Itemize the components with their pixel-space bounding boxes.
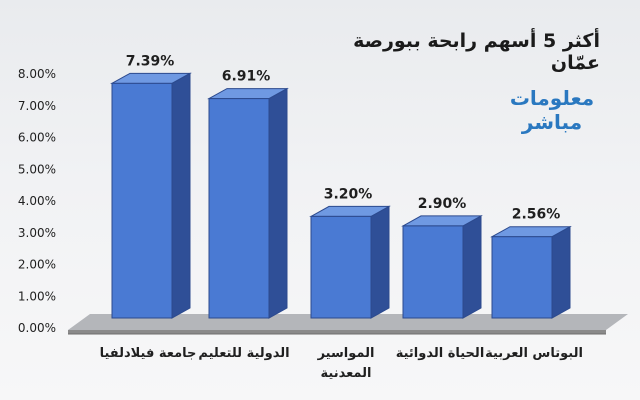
bar-side-face xyxy=(462,215,482,319)
x-axis: جامعة فيلادلفيا الدولية للتعليم المواسير ال… xyxy=(100,346,583,381)
bar-front-face xyxy=(111,82,173,319)
bar xyxy=(401,215,483,319)
bar-value-label: 2.90% xyxy=(418,196,467,212)
bar-front-face xyxy=(402,225,464,319)
category-label: الدولية للتعليم xyxy=(198,346,289,361)
bar xyxy=(490,225,572,319)
category-label: المواسير xyxy=(317,346,375,361)
bar-value-label: 6.91% xyxy=(222,69,271,85)
bar xyxy=(207,87,289,319)
category-label: جامعة فيلادلفيا xyxy=(100,346,197,361)
chart-floor xyxy=(68,314,628,335)
y-tick-label: 4.00% xyxy=(18,194,56,208)
y-tick-label: 1.00% xyxy=(18,289,56,303)
y-tick-label: 8.00% xyxy=(18,67,56,81)
y-tick-label: 7.00% xyxy=(18,99,56,113)
y-tick-label: 5.00% xyxy=(18,162,56,176)
bar-side-face xyxy=(370,205,390,319)
category-label: المعدنية xyxy=(321,366,372,381)
logo-line-2: مباشر xyxy=(521,110,583,134)
floor-front xyxy=(68,330,606,334)
y-axis: 0.00% 1.00% 2.00% 3.00% 4.00% 5.00% 6.00% 7.00%… xyxy=(18,67,56,335)
category-label: الحياة الدوائية xyxy=(396,346,485,361)
y-tick-label: 3.00% xyxy=(18,226,56,240)
bar xyxy=(110,72,192,319)
y-tick-label: 2.00% xyxy=(18,258,56,272)
mubasher-logo: معلومات مباشر xyxy=(496,86,608,134)
bar-front-face xyxy=(491,236,553,319)
bar-side-face xyxy=(551,225,571,319)
category-label: البوتاس العربية xyxy=(485,346,583,361)
bar-front-face xyxy=(208,98,270,319)
logo-line-1: معلومات xyxy=(509,86,595,110)
bar xyxy=(309,205,391,319)
bars xyxy=(110,72,572,319)
bar-value-label: 7.39% xyxy=(126,53,175,69)
bar-front-face xyxy=(310,215,372,319)
chart-title: أكثر 5 أسهم رابحة ببورصة عمّان xyxy=(353,30,600,74)
y-tick-label: 6.00% xyxy=(18,131,56,145)
bar-value-label: 3.20% xyxy=(324,186,373,202)
floor-top xyxy=(68,314,628,330)
value-labels: 7.39% 6.91% 3.20% 2.90% 2.56% xyxy=(126,53,561,222)
bar-value-label: 2.56% xyxy=(512,207,561,223)
bar-side-face xyxy=(268,87,288,319)
y-tick-label: 0.00% xyxy=(18,321,56,335)
bar-side-face xyxy=(171,72,191,319)
